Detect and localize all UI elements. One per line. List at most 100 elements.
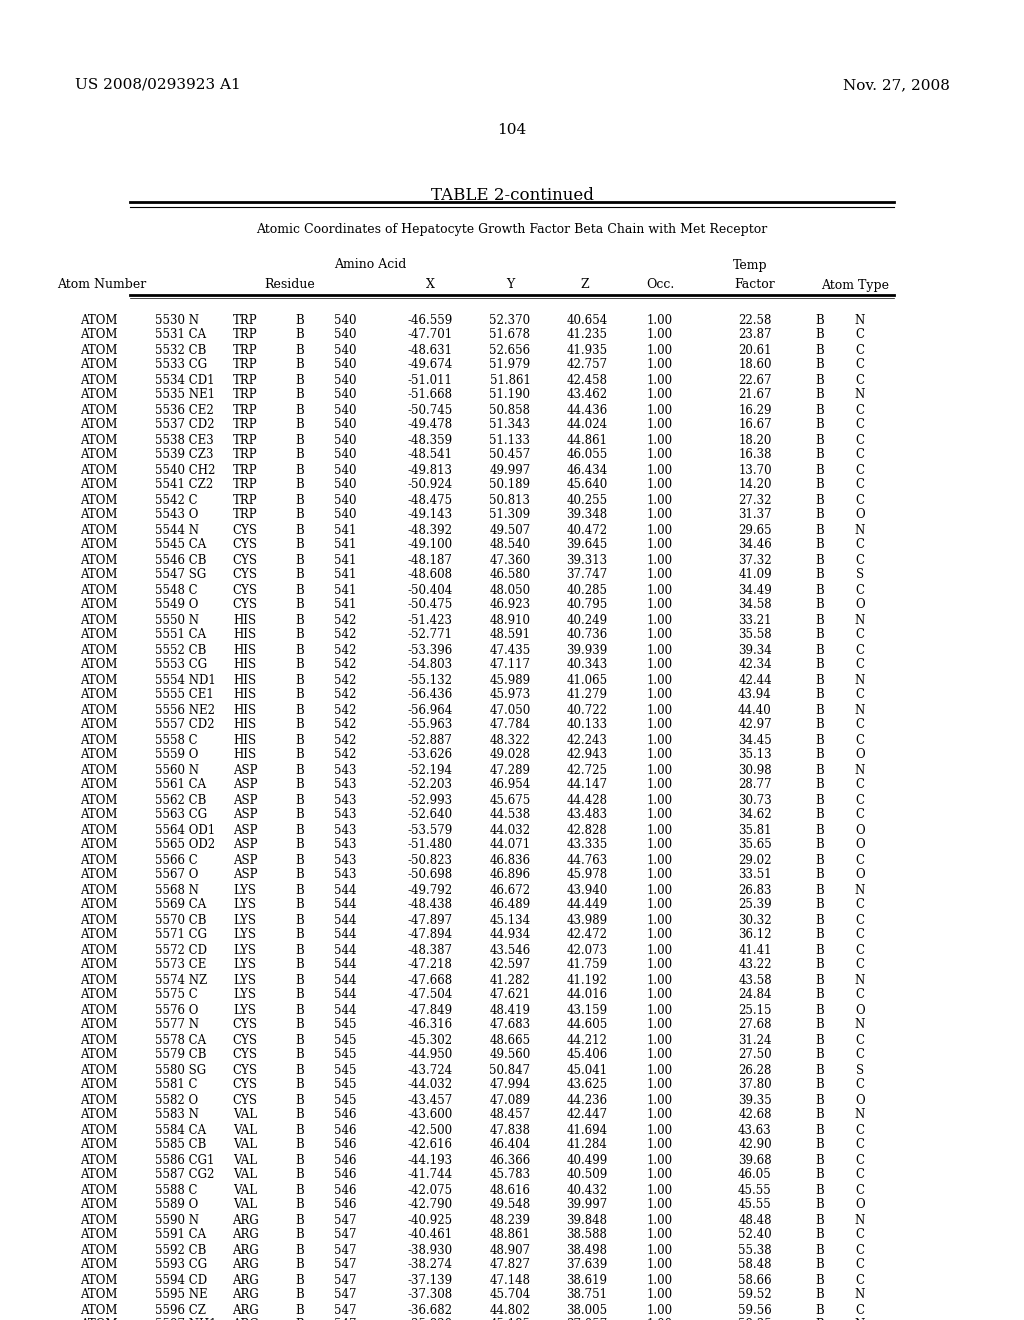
- Text: 542: 542: [334, 748, 356, 762]
- Text: 24.84: 24.84: [738, 989, 772, 1002]
- Text: C: C: [855, 583, 864, 597]
- Text: B: B: [296, 808, 304, 821]
- Text: 40.736: 40.736: [566, 628, 607, 642]
- Text: B: B: [296, 404, 304, 417]
- Text: ATOM: ATOM: [80, 359, 118, 371]
- Text: 47.117: 47.117: [489, 659, 530, 672]
- Text: LYS: LYS: [233, 974, 256, 986]
- Text: B: B: [296, 1229, 304, 1242]
- Text: C: C: [855, 1243, 864, 1257]
- Text: 5567 O: 5567 O: [155, 869, 199, 882]
- Text: 1.00: 1.00: [647, 524, 673, 536]
- Text: ASP: ASP: [232, 779, 257, 792]
- Text: 39.34: 39.34: [738, 644, 772, 656]
- Text: 44.071: 44.071: [489, 838, 530, 851]
- Text: 1.00: 1.00: [647, 539, 673, 552]
- Text: TRP: TRP: [232, 418, 257, 432]
- Text: C: C: [855, 1048, 864, 1061]
- Text: O: O: [855, 508, 865, 521]
- Text: 47.784: 47.784: [489, 718, 530, 731]
- Text: B: B: [296, 824, 304, 837]
- Text: 5579 CB: 5579 CB: [155, 1048, 207, 1061]
- Text: B: B: [296, 718, 304, 731]
- Text: 540: 540: [334, 404, 356, 417]
- Text: 26.28: 26.28: [738, 1064, 772, 1077]
- Text: 22.67: 22.67: [738, 374, 772, 387]
- Text: B: B: [816, 1274, 824, 1287]
- Text: ASP: ASP: [232, 869, 257, 882]
- Text: N: N: [855, 974, 865, 986]
- Text: B: B: [296, 524, 304, 536]
- Text: 25.15: 25.15: [738, 1003, 772, 1016]
- Text: ATOM: ATOM: [80, 824, 118, 837]
- Text: B: B: [296, 479, 304, 491]
- Text: B: B: [296, 899, 304, 912]
- Text: CYS: CYS: [232, 524, 257, 536]
- Text: 49.548: 49.548: [489, 1199, 530, 1212]
- Text: -50.823: -50.823: [408, 854, 453, 866]
- Text: -46.316: -46.316: [408, 1019, 453, 1031]
- Text: 5589 O: 5589 O: [155, 1199, 199, 1212]
- Text: 40.432: 40.432: [566, 1184, 607, 1196]
- Text: 5550 N: 5550 N: [155, 614, 199, 627]
- Text: 43.22: 43.22: [738, 958, 772, 972]
- Text: B: B: [816, 1258, 824, 1271]
- Text: 27.50: 27.50: [738, 1048, 772, 1061]
- Text: 5533 CG: 5533 CG: [155, 359, 207, 371]
- Text: 42.725: 42.725: [566, 763, 607, 776]
- Text: -49.143: -49.143: [408, 508, 453, 521]
- Text: 540: 540: [334, 463, 356, 477]
- Text: B: B: [296, 359, 304, 371]
- Text: B: B: [296, 1288, 304, 1302]
- Text: 5595 NE: 5595 NE: [155, 1288, 208, 1302]
- Text: HIS: HIS: [233, 644, 257, 656]
- Text: Factor: Factor: [734, 279, 775, 292]
- Text: VAL: VAL: [233, 1199, 257, 1212]
- Text: -41.744: -41.744: [408, 1168, 453, 1181]
- Text: 59.35: 59.35: [738, 1319, 772, 1320]
- Text: 5594 CD: 5594 CD: [155, 1274, 207, 1287]
- Text: -51.423: -51.423: [408, 614, 453, 627]
- Text: ATOM: ATOM: [80, 1154, 118, 1167]
- Text: ATOM: ATOM: [80, 388, 118, 401]
- Text: 41.192: 41.192: [566, 974, 607, 986]
- Text: -48.438: -48.438: [408, 899, 453, 912]
- Text: ATOM: ATOM: [80, 1319, 118, 1320]
- Text: 5566 C: 5566 C: [155, 854, 198, 866]
- Text: B: B: [296, 1064, 304, 1077]
- Text: N: N: [855, 704, 865, 717]
- Text: B: B: [816, 1034, 824, 1047]
- Text: Occ.: Occ.: [646, 279, 674, 292]
- Text: B: B: [816, 388, 824, 401]
- Text: 46.366: 46.366: [489, 1154, 530, 1167]
- Text: CYS: CYS: [232, 553, 257, 566]
- Text: C: C: [855, 899, 864, 912]
- Text: 48.239: 48.239: [489, 1213, 530, 1226]
- Text: 5592 CB: 5592 CB: [155, 1243, 207, 1257]
- Text: LYS: LYS: [233, 913, 256, 927]
- Text: LYS: LYS: [233, 958, 256, 972]
- Text: C: C: [855, 944, 864, 957]
- Text: CYS: CYS: [232, 583, 257, 597]
- Text: C: C: [855, 793, 864, 807]
- Text: 1.00: 1.00: [647, 869, 673, 882]
- Text: 1.00: 1.00: [647, 1274, 673, 1287]
- Text: B: B: [816, 1019, 824, 1031]
- Text: VAL: VAL: [233, 1154, 257, 1167]
- Text: N: N: [855, 1019, 865, 1031]
- Text: 543: 543: [334, 763, 356, 776]
- Text: ASP: ASP: [232, 854, 257, 866]
- Text: 5563 CG: 5563 CG: [155, 808, 207, 821]
- Text: B: B: [816, 598, 824, 611]
- Text: 52.370: 52.370: [489, 314, 530, 326]
- Text: ARG: ARG: [231, 1288, 258, 1302]
- Text: B: B: [816, 793, 824, 807]
- Text: B: B: [296, 989, 304, 1002]
- Text: 1.00: 1.00: [647, 1109, 673, 1122]
- Text: C: C: [855, 854, 864, 866]
- Text: 5543 O: 5543 O: [155, 508, 199, 521]
- Text: 44.763: 44.763: [566, 854, 607, 866]
- Text: 42.68: 42.68: [738, 1109, 772, 1122]
- Text: 1.00: 1.00: [647, 418, 673, 432]
- Text: ATOM: ATOM: [80, 644, 118, 656]
